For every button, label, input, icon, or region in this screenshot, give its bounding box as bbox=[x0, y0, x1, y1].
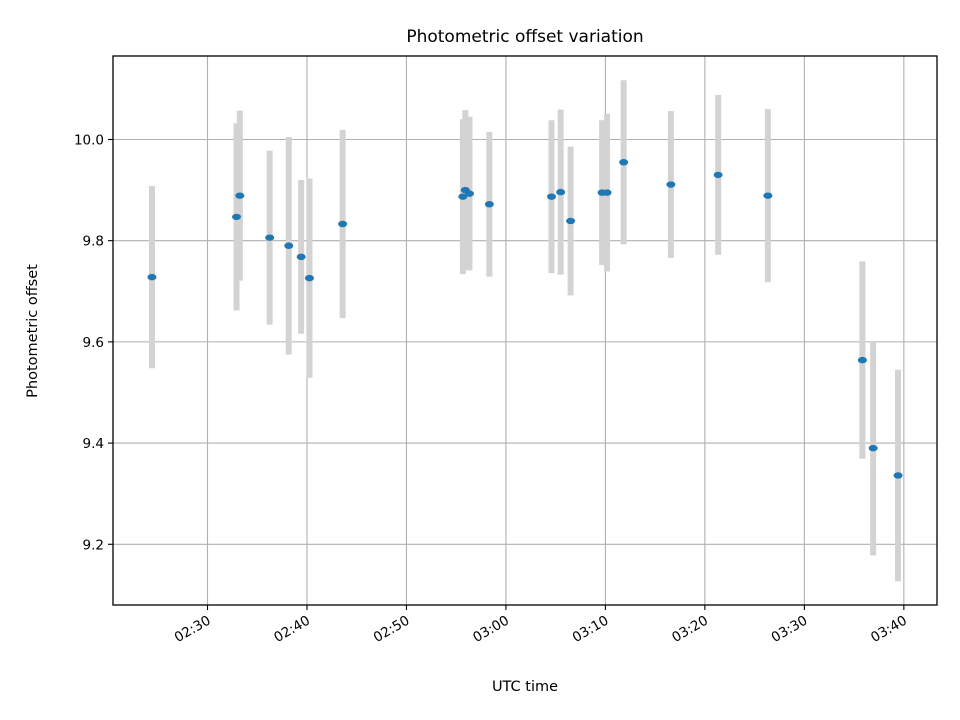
data-point bbox=[763, 192, 773, 199]
data-point bbox=[893, 472, 903, 479]
y-tick-label: 9.8 bbox=[83, 234, 104, 250]
data-point bbox=[296, 253, 306, 261]
data-point bbox=[713, 171, 723, 179]
data-point bbox=[338, 220, 348, 228]
y-tick-label: 9.4 bbox=[83, 436, 104, 452]
data-point bbox=[304, 274, 314, 282]
y-tick-label: 9.6 bbox=[83, 335, 104, 351]
y-tick-label: 9.2 bbox=[83, 537, 104, 553]
data-point bbox=[857, 356, 867, 364]
data-point bbox=[232, 213, 242, 221]
data-point bbox=[619, 159, 629, 166]
data-point bbox=[458, 193, 468, 200]
x-axis-label: UTC time bbox=[492, 679, 558, 695]
data-point bbox=[147, 273, 157, 281]
y-axis-ticks: 9.2 9.4 9.6 9.8 10.0 bbox=[74, 132, 113, 553]
data-point bbox=[566, 217, 576, 225]
data-point bbox=[464, 190, 474, 197]
y-axis-label: Photometric offset bbox=[25, 264, 41, 398]
grid bbox=[113, 56, 937, 605]
data-point bbox=[666, 181, 676, 188]
chart-title: Photometric offset variation bbox=[406, 27, 643, 47]
data-point bbox=[235, 192, 245, 199]
y-tick-label: 10.0 bbox=[74, 132, 104, 148]
data-point bbox=[602, 189, 612, 196]
data-point bbox=[484, 201, 494, 208]
data-point bbox=[265, 234, 275, 241]
data-point bbox=[284, 242, 294, 249]
data-point bbox=[556, 188, 566, 196]
data-point bbox=[868, 444, 878, 452]
data-points bbox=[147, 159, 903, 479]
data-point bbox=[547, 193, 557, 200]
plot-area-frame bbox=[112, 55, 938, 606]
